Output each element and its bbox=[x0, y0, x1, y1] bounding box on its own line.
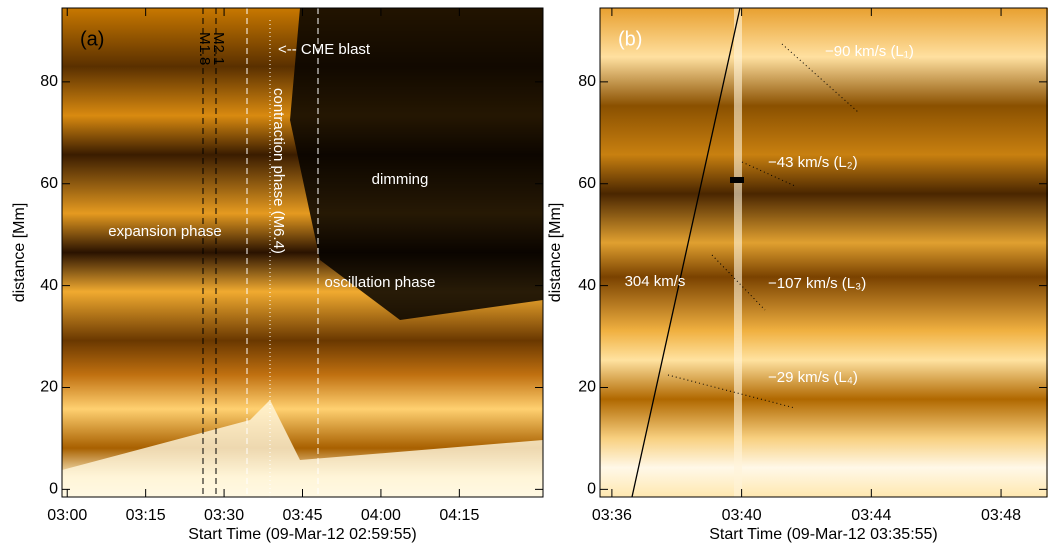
x-tick-label: 04:00 bbox=[361, 507, 401, 524]
x-tick-label: 04:15 bbox=[439, 507, 479, 524]
x-axis-label: Start Time (09-Mar-12 02:59:55) bbox=[188, 526, 417, 543]
x-tick-label: 03:48 bbox=[981, 507, 1021, 524]
x-tick-label: 03:44 bbox=[851, 507, 891, 524]
annotation: M2.1 bbox=[210, 32, 227, 65]
annotation: dimming bbox=[372, 171, 429, 188]
y-tick-label: 20 bbox=[578, 379, 596, 396]
fit-line bbox=[631, 7, 741, 498]
annotation: oscillation phase bbox=[325, 274, 436, 291]
annotation: −107 km/s (L₃) bbox=[768, 275, 866, 292]
x-tick-label: 03:30 bbox=[204, 507, 244, 524]
y-tick-label: 40 bbox=[40, 277, 58, 294]
annotation: −29 km/s (L₄) bbox=[768, 369, 858, 386]
y-tick-label: 80 bbox=[40, 73, 58, 90]
gap bbox=[730, 177, 744, 183]
x-tick-label: 03:00 bbox=[47, 507, 87, 524]
annotation: −90 km/s (L₁) bbox=[825, 43, 914, 60]
y-tick-label: 60 bbox=[40, 175, 58, 192]
x-tick-label: 03:15 bbox=[126, 507, 166, 524]
y-tick-label: 60 bbox=[578, 175, 596, 192]
y-tick-label: 20 bbox=[40, 379, 58, 396]
y-tick-label: 0 bbox=[587, 481, 596, 498]
x-tick-label: 03:40 bbox=[722, 507, 762, 524]
bright-region bbox=[62, 400, 543, 497]
annotation: −43 km/s (L₂) bbox=[768, 154, 858, 171]
y-axis-label: distance [Mm] bbox=[11, 203, 28, 303]
annotation: <-- CME blast bbox=[278, 41, 371, 58]
panel-label: (a) bbox=[80, 28, 104, 50]
fit-line bbox=[711, 254, 766, 311]
x-axis-label: Start Time (09-Mar-12 03:35:55) bbox=[709, 526, 938, 543]
y-axis-label: distance [Mm] bbox=[547, 203, 564, 303]
dimming-region bbox=[290, 8, 543, 320]
annotation: expansion phase bbox=[108, 223, 221, 240]
x-tick-label: 03:45 bbox=[282, 507, 322, 524]
y-tick-label: 0 bbox=[49, 481, 58, 498]
annotation: contraction phase (M6.4) bbox=[270, 88, 287, 254]
fit-line bbox=[781, 43, 859, 113]
panel-label: (b) bbox=[618, 28, 642, 50]
annotation: 304 km/s bbox=[625, 273, 686, 290]
fit-line bbox=[741, 161, 796, 187]
image-b bbox=[600, 8, 1048, 497]
x-tick-label: 03:36 bbox=[592, 507, 632, 524]
y-tick-label: 80 bbox=[578, 73, 596, 90]
stripe bbox=[734, 8, 742, 497]
annotation: M1.8 bbox=[196, 32, 213, 65]
frame bbox=[599, 7, 1048, 498]
y-tick-label: 40 bbox=[578, 277, 596, 294]
